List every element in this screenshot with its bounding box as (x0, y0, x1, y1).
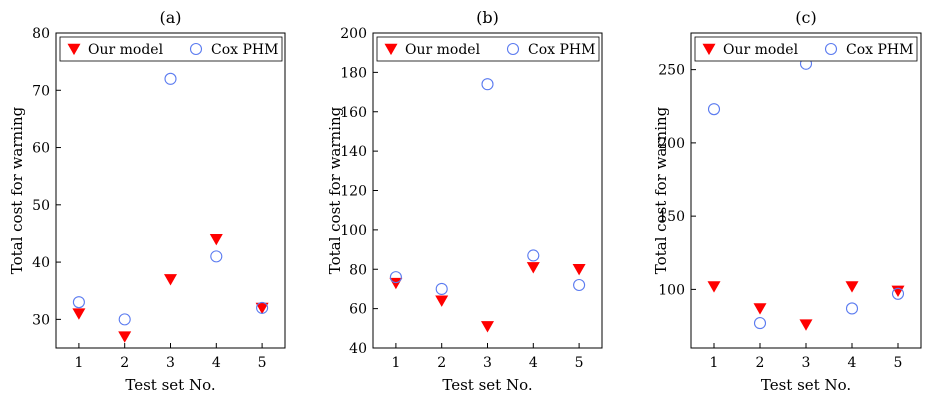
y-axis-label: Total cost for warning (326, 106, 344, 274)
cox-phm-point (72, 296, 85, 309)
x-tick-label: 1 (710, 355, 719, 371)
cox-phm-point (118, 313, 131, 326)
y-tick-label: 50 (32, 198, 50, 214)
cox-phm-point (164, 72, 177, 85)
y-tick-label: 100 (340, 223, 367, 239)
our-model-point (753, 303, 767, 315)
y-tick-label: 30 (32, 312, 50, 328)
cox-phm-point (891, 287, 905, 300)
y-tick-label: 150 (658, 209, 685, 225)
y-tick-label: 100 (658, 282, 685, 298)
y-tick-label: 60 (349, 302, 367, 318)
x-tick-label: 5 (894, 355, 903, 371)
our-model-point (209, 233, 223, 246)
legend-box (59, 36, 283, 62)
legend-our-model-label: Our model (405, 42, 481, 58)
y-tick-label: 140 (340, 144, 367, 160)
x-tick-label: 3 (483, 355, 492, 371)
legend-our-model-label: Our model (88, 42, 164, 58)
legend: Our model Cox PHM (59, 36, 283, 62)
our-model-point (255, 302, 269, 315)
y-tick-label: 200 (658, 136, 685, 152)
cox-phm-point (753, 317, 767, 330)
legend-cox-phm-marker (189, 42, 203, 56)
chart-title: (c) (795, 8, 816, 27)
plot-frame (690, 32, 922, 349)
legend-box (694, 36, 918, 62)
y-tick-label: 40 (349, 341, 367, 357)
y-axis-label: Total cost for warning (8, 106, 26, 274)
cox-phm-point (435, 282, 448, 295)
x-tick-label: 4 (212, 355, 221, 371)
our-model-point (799, 319, 813, 331)
y-tick-label: 180 (340, 65, 367, 81)
x-tick-label: 1 (74, 355, 83, 371)
chart-panel-c: (c) 1 2 3 4 5 100 150 200 250 Test set No. Total co… (652, 8, 922, 394)
x-axis-label: Test set No. (761, 376, 851, 394)
cox-phm-point (481, 78, 494, 91)
our-model-point (891, 285, 905, 298)
our-model-point (481, 321, 494, 333)
cox-phm-point (256, 301, 269, 314)
y-tick-label: 160 (340, 105, 367, 121)
x-tick-label: 2 (120, 355, 129, 371)
x-tick-label: 5 (575, 355, 584, 371)
y-tick-label: 200 (340, 26, 367, 42)
legend-our-model-label: Our model (723, 42, 799, 58)
legend-box (376, 36, 600, 62)
y-tick-label: 250 (658, 63, 685, 79)
x-tick-label: 5 (258, 355, 267, 371)
y-axis-label: Total cost for warning (652, 106, 670, 274)
cox-phm-point (527, 249, 540, 262)
x-tick-label: 1 (391, 355, 400, 371)
legend-our-model-marker (702, 43, 716, 56)
legend-cox-phm-label: Cox PHM (211, 42, 278, 58)
x-tick-label: 4 (529, 355, 538, 371)
legend: Our model Cox PHM (694, 36, 918, 62)
x-tick-label: 3 (802, 355, 811, 371)
y-tick-label: 40 (32, 255, 50, 271)
our-model-point (389, 277, 403, 290)
cox-phm-point (845, 302, 859, 315)
y-tick-label: 120 (340, 184, 367, 200)
y-tick-label: 80 (349, 262, 367, 278)
y-tick-label: 60 (32, 141, 50, 157)
our-model-point (164, 274, 177, 286)
cox-phm-point (573, 278, 586, 292)
legend-cox-phm-marker (506, 42, 520, 56)
y-tick-label: 70 (32, 83, 50, 99)
our-model-point (526, 262, 540, 274)
plot-frame (55, 32, 286, 349)
y-tick-label: 80 (32, 26, 50, 42)
our-model-point (72, 308, 86, 320)
legend: Our model Cox PHM (376, 36, 600, 62)
legend-cox-phm-label: Cox PHM (528, 42, 595, 58)
x-tick-label: 2 (437, 355, 446, 371)
chart-panel-b: (b) 1 2 3 4 5 40 60 80 100 120 140 160 180 200 Test set… (326, 8, 603, 394)
legend-cox-phm-marker (824, 42, 838, 56)
x-tick-label: 2 (756, 355, 765, 371)
our-model-point (435, 295, 449, 307)
our-model-point (845, 281, 859, 293)
x-tick-label: 3 (166, 355, 175, 371)
x-tick-label: 4 (848, 355, 857, 371)
legend-our-model-marker (384, 43, 398, 56)
our-model-point (118, 331, 132, 343)
cox-phm-point (707, 103, 721, 116)
x-axis-label: Test set No. (442, 376, 532, 394)
cox-phm-point (389, 271, 402, 284)
chart-title: (a) (159, 8, 181, 27)
chart-title: (b) (476, 8, 499, 27)
plot-frame (372, 32, 603, 349)
chart-panel-a: (a) 1 2 3 4 5 30 40 50 60 70 80 Test set No. Total co… (8, 8, 286, 394)
legend-our-model-marker (67, 43, 81, 56)
cox-phm-point (210, 250, 223, 263)
our-model-point (572, 264, 586, 276)
x-axis-label: Test set No. (125, 376, 215, 394)
legend-cox-phm-label: Cox PHM (846, 42, 913, 58)
our-model-point (707, 281, 721, 293)
